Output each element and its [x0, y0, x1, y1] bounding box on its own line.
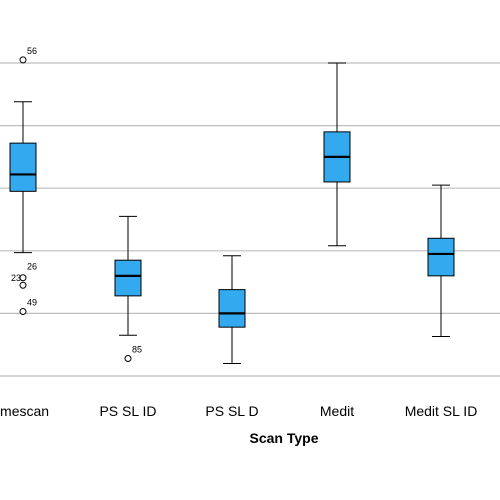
outlier-label: 23 [11, 273, 21, 283]
box-ps-sl-id [114, 215, 142, 362]
iqr-box [114, 259, 142, 297]
outlier-label: 56 [27, 46, 37, 56]
category-label: PS SL D [205, 403, 258, 419]
box-ps-sl-d [218, 255, 246, 364]
gridlines [0, 62, 500, 377]
category-label: Medit [320, 403, 354, 419]
category-labels: imescan PS SL ID PS SL D Medit Medit SL ID [0, 403, 477, 419]
x-axis-title: Scan Type [250, 430, 319, 446]
category-label: PS SL ID [99, 403, 156, 419]
outlier-point [19, 308, 27, 316]
outlier-label: 85 [132, 344, 142, 354]
box-series: 56 26 23 49 85 [9, 46, 455, 364]
outlier-point [19, 274, 27, 282]
box-medit-sl-id [427, 184, 455, 338]
box-medit [323, 62, 351, 247]
box-primescan [9, 56, 37, 316]
outlier-label: 26 [27, 262, 37, 272]
outlier-point [19, 281, 27, 289]
iqr-box [218, 289, 246, 328]
outlier-label: 49 [27, 298, 37, 308]
iqr-box [427, 237, 455, 277]
category-label: imescan [0, 403, 49, 419]
iqr-box [9, 142, 37, 192]
category-label: Medit SL ID [405, 403, 478, 419]
outlier-point [19, 56, 27, 64]
outlier-point [124, 354, 132, 362]
